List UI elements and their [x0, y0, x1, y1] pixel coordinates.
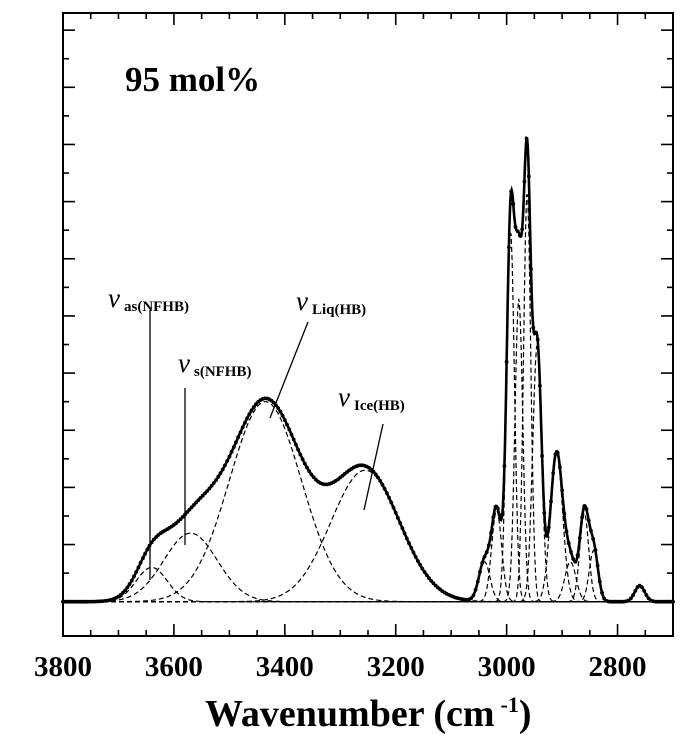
- component-curve: [63, 345, 673, 603]
- annotation-nu-liq-hb: ν Liq(HB): [296, 286, 366, 318]
- component-curve: [63, 585, 673, 603]
- annotation-nu-ice-hb: ν Ice(HB): [338, 382, 405, 414]
- component-curves: [63, 194, 673, 603]
- x-tick-label: 3600: [145, 651, 203, 683]
- annotation-nu-s-nfhb: ν s(NFHB): [178, 348, 251, 380]
- annotation-line-liq: [269, 321, 309, 419]
- axis-ticks: [62, 13, 674, 636]
- x-axis-title-exponent: -1: [501, 692, 519, 717]
- x-axis-title-close: ): [519, 693, 532, 735]
- annotation-nu-as-nfhb: ν as(NFHB): [108, 283, 189, 315]
- component-curve: [63, 401, 673, 603]
- experimental-points: [61, 136, 675, 604]
- x-tick-label: 3800: [34, 651, 92, 683]
- annotation-symbol: ν: [178, 348, 190, 378]
- annotation-line-ice: [363, 423, 384, 511]
- component-curve: [63, 550, 673, 603]
- x-tick-labels: 3800 3600 3400 3200 3000 2800: [34, 651, 647, 683]
- x-tick-label: 3000: [478, 651, 536, 683]
- x-tick-label: 3200: [367, 651, 425, 683]
- fit-envelope-line: [63, 135, 673, 603]
- x-axis-title: Wavenumber (cm -1): [205, 692, 532, 735]
- annotation-symbol: ν: [108, 283, 120, 313]
- annotation-subscript: s(NFHB): [194, 364, 252, 380]
- panel-label: 95 mol%: [125, 60, 260, 99]
- annotation-symbol: ν: [296, 286, 308, 316]
- x-axis-title-text: Wavenumber (cm: [205, 693, 495, 735]
- annotation-subscript: Ice(HB): [354, 398, 405, 414]
- annotation-subscript: as(NFHB): [124, 299, 189, 315]
- component-curve: [63, 233, 673, 603]
- x-tick-label: 3400: [256, 651, 314, 683]
- plot-frame: [62, 12, 674, 637]
- annotation-symbol: ν: [338, 382, 350, 412]
- x-tick-label: 2800: [589, 651, 647, 683]
- component-curve: [63, 298, 673, 603]
- annotation-subscript: Liq(HB): [312, 302, 366, 318]
